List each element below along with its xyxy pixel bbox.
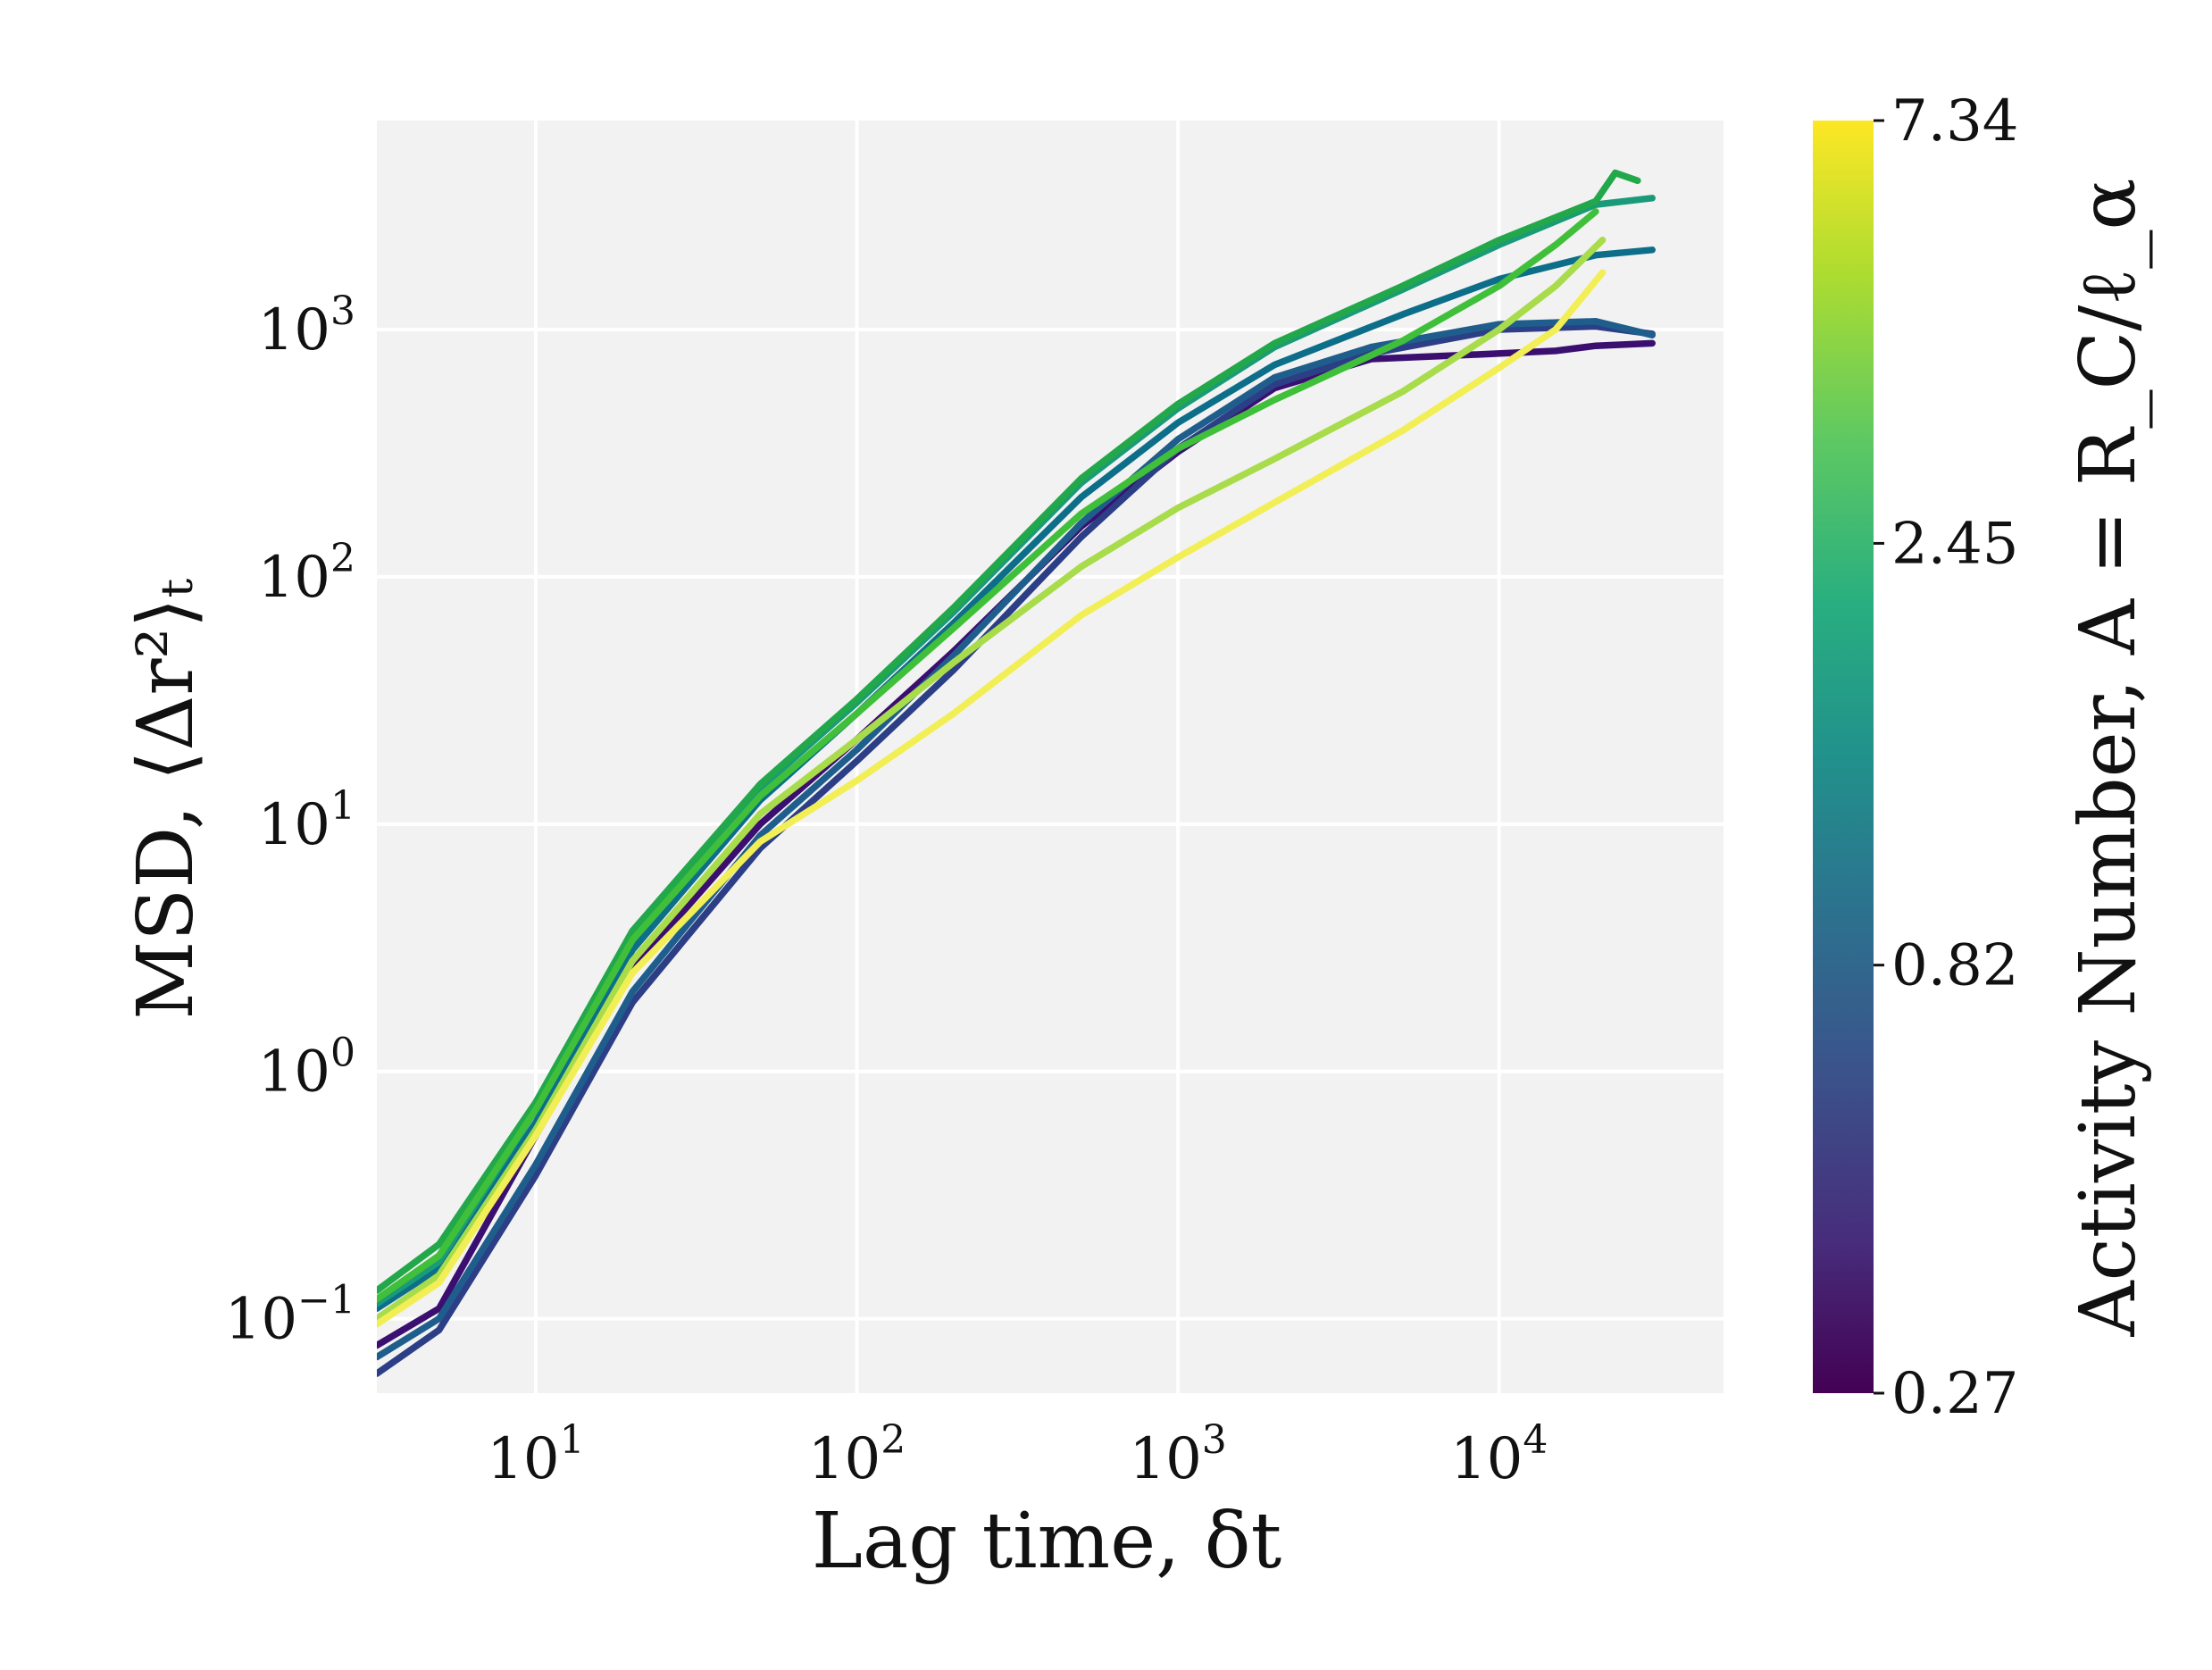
series-line-8 bbox=[377, 269, 1607, 1328]
series-layer bbox=[377, 169, 1656, 1377]
colorbar-tick-label-1: 0.82 bbox=[1891, 933, 2019, 999]
series-line-5 bbox=[377, 169, 1641, 1294]
y-tick-label-0: 10−1 bbox=[225, 1278, 355, 1353]
x-axis-ticks: 101 102 103 104 bbox=[487, 1417, 1548, 1492]
y-tick-label-1: 100 bbox=[258, 1031, 355, 1106]
colorbar-tick-label-0: 0.27 bbox=[1891, 1361, 2019, 1427]
series-line-1 bbox=[377, 322, 1656, 1377]
x-tick-label-1: 102 bbox=[808, 1417, 906, 1492]
y-tick-label-4: 103 bbox=[258, 288, 355, 363]
x-tick-label-0: 101 bbox=[487, 1417, 584, 1492]
y-tick-label-2: 101 bbox=[258, 783, 355, 858]
x-axis-label: Lag time, δt bbox=[812, 1497, 1281, 1586]
y-tick-label-3: 102 bbox=[258, 536, 355, 611]
series-line-7 bbox=[377, 237, 1607, 1323]
colorbar-tick-label-3: 7.34 bbox=[1891, 88, 2019, 154]
x-tick-label-2: 103 bbox=[1129, 1417, 1226, 1492]
colorbar bbox=[1813, 121, 1874, 1393]
colorbar-ticks: 0.27 0.82 2.45 7.34 bbox=[1874, 88, 2019, 1427]
series-line-2 bbox=[377, 318, 1656, 1361]
y-axis-label: MSD, ⟨Δr²⟩ₜ bbox=[121, 578, 211, 1019]
y-axis-ticks: 10−1 100 101 102 103 bbox=[225, 288, 355, 1353]
series-line-3 bbox=[377, 246, 1656, 1312]
x-tick-label-3: 104 bbox=[1450, 1417, 1548, 1492]
colorbar-tick-label-2: 2.45 bbox=[1891, 511, 2019, 577]
colorbar-label: Activity Number, A = R_C/ℓ_α bbox=[2064, 178, 2153, 1337]
series-line-6 bbox=[377, 208, 1599, 1303]
